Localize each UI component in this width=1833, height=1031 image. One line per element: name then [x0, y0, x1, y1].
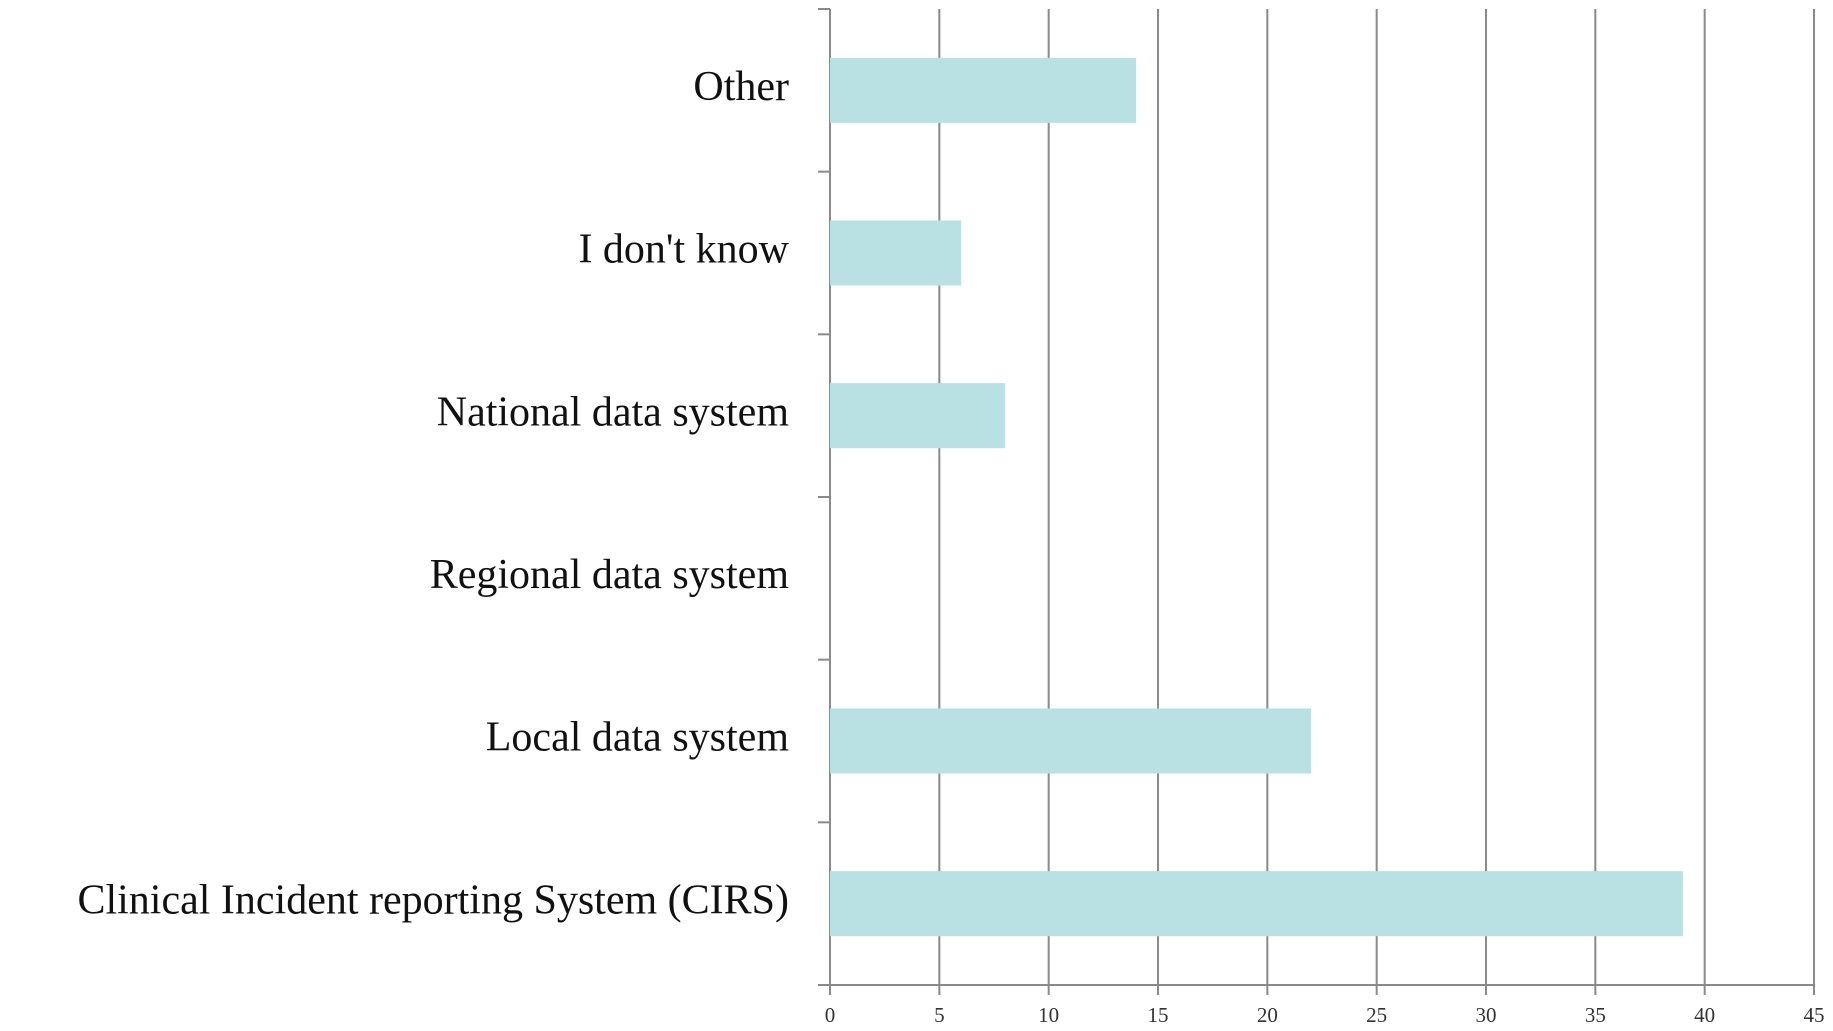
x-tick-label: 10: [1038, 1003, 1059, 1027]
y-tick-label: Regional data system: [430, 552, 790, 598]
x-tick-label: 15: [1148, 1003, 1169, 1027]
x-tick-label: 0: [825, 1003, 836, 1027]
x-tick-label: 40: [1694, 1003, 1715, 1027]
x-tick-label: 25: [1366, 1003, 1387, 1027]
y-tick-label: Local data system: [486, 715, 790, 761]
y-tick-label: I don't know: [578, 227, 789, 273]
x-tick-label: 20: [1257, 1003, 1278, 1027]
x-tick-label: 30: [1476, 1003, 1497, 1027]
x-tick-label: 45: [1804, 1003, 1825, 1027]
x-tick-label: 5: [934, 1003, 945, 1027]
bar: [830, 383, 1005, 449]
bar: [830, 871, 1683, 937]
y-tick-label: Clinical Incident reporting System (CIRS…: [77, 877, 789, 923]
bar: [830, 220, 962, 286]
x-tick-label: 35: [1585, 1003, 1606, 1027]
y-tick-label: Other: [693, 64, 789, 110]
bar: [830, 708, 1312, 774]
y-tick-label: National data system: [437, 389, 790, 435]
bar: [830, 57, 1137, 123]
